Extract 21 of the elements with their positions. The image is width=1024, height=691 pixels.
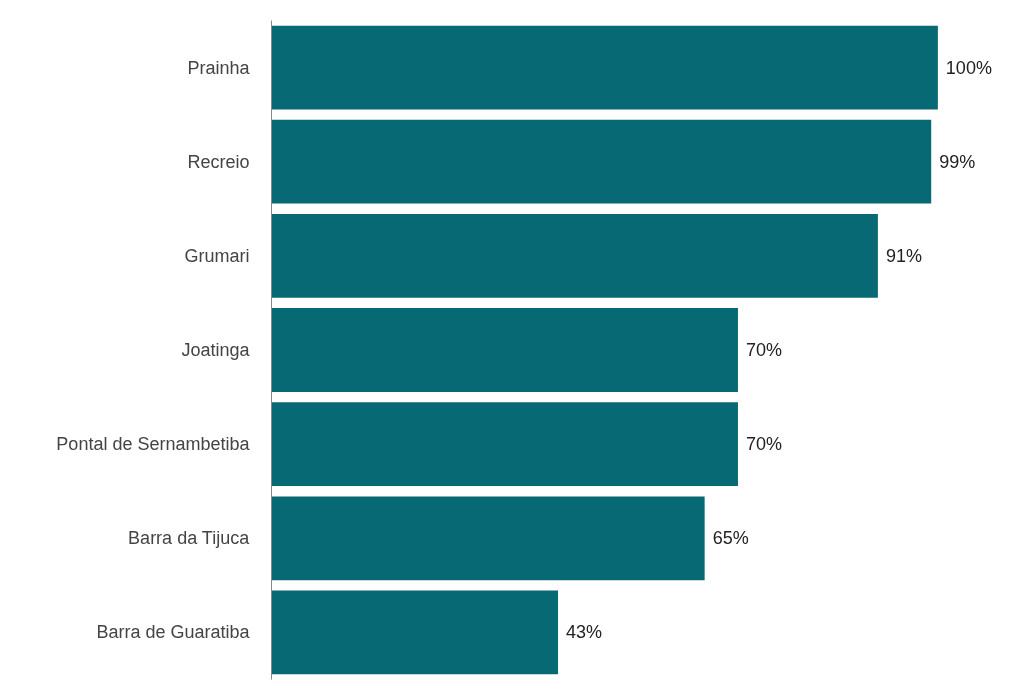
data-label: 70% <box>745 340 782 360</box>
y-tick-label: Recreio <box>187 151 250 172</box>
y-tick-label: Prainha <box>187 57 251 78</box>
y-tick-label: Barra de Guaratiba <box>96 622 251 643</box>
data-label: 99% <box>939 151 976 172</box>
y-tick-label: Pontal de Sernambetiba <box>56 434 251 455</box>
data-label: 65% <box>712 528 749 549</box>
y-tick-label: Joatinga <box>181 340 251 360</box>
bar <box>271 25 938 110</box>
data-label: 70% <box>745 434 782 455</box>
bar <box>271 590 559 675</box>
bar <box>271 402 738 487</box>
bar <box>271 308 738 392</box>
data-label: 91% <box>885 245 922 266</box>
data-label: 100% <box>945 57 992 78</box>
y-tick-label: Grumari <box>184 245 250 266</box>
y-tick-label: Barra da Tijuca <box>128 528 251 549</box>
bar <box>271 119 932 204</box>
bar <box>271 213 878 298</box>
bar <box>271 496 705 581</box>
data-label: 43% <box>566 622 603 643</box>
